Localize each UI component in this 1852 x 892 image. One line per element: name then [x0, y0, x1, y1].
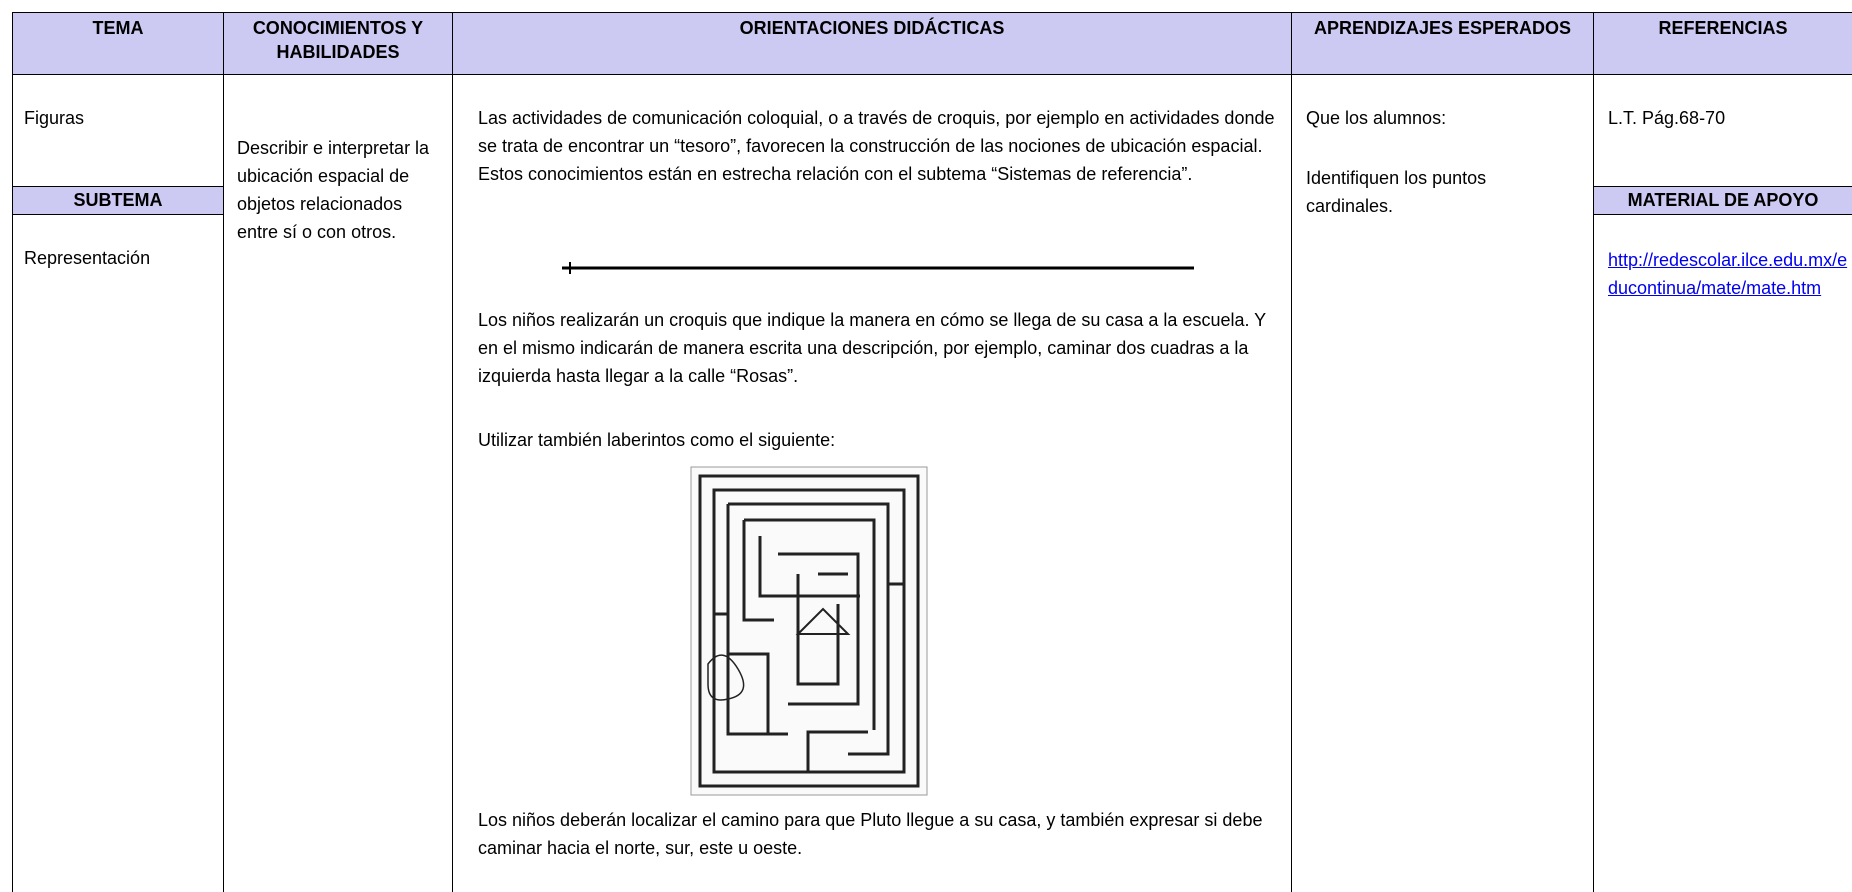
header-cell: REFERENCIAS [1658, 18, 1788, 38]
border [223, 12, 224, 892]
paragraph: Utilizar también laberintos como el sigu… [478, 430, 836, 450]
link[interactable]: http://redescolar.ilce.edu.mx/educontinu… [1608, 250, 1848, 298]
tema: Figuras [24, 108, 85, 128]
header-cell: TEMA [92, 18, 144, 38]
subtema: Representación [24, 248, 151, 268]
referencia: L.T. Pág.68-70 [1608, 108, 1726, 128]
separator [562, 262, 1194, 274]
paragraph: Los niños deberán localizar el camino pa… [478, 810, 1263, 858]
paragraph: Los niños realizarán un croquis que indi… [478, 310, 1266, 386]
border [452, 12, 453, 892]
conocimientos: Describir e interpretar la ubicación esp… [237, 138, 430, 242]
border [1291, 12, 1292, 892]
paragraph: Las actividades de comunicación coloquia… [478, 108, 1275, 184]
aprendizaje: Identifiquen los puntos cardinales. [1306, 168, 1487, 216]
subtema-label: SUBTEMA [13, 186, 223, 215]
border [12, 12, 13, 892]
maze-image [690, 466, 928, 796]
border [1593, 12, 1594, 892]
material-label: MATERIAL DE APOYO [1594, 186, 1852, 215]
header-cell: ORIENTACIONES DIDÁCTICAS [739, 18, 1005, 38]
header-row [12, 12, 1852, 75]
aprendizaje: Que los alumnos: [1306, 108, 1447, 128]
header-cell: APRENDIZAJES ESPERADOS [1313, 18, 1572, 38]
header-cell: CONOCIMIENTOS Y HABILIDADES [252, 18, 424, 62]
